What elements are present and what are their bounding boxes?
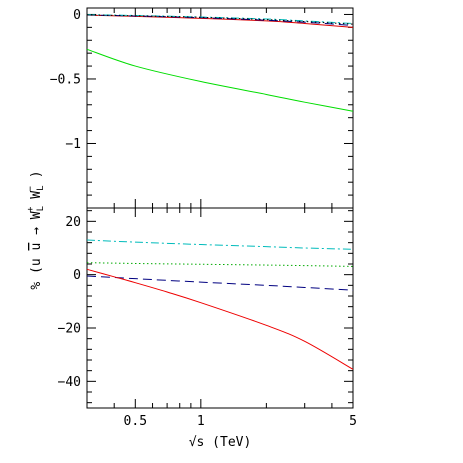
x-tick-label: 1 [197, 414, 205, 429]
x-tick-label: 5 [349, 414, 357, 429]
top-panel: 0 −0.5 −1 [50, 7, 354, 209]
y-axis-label: % (u u → WL+ WL− ) [26, 170, 46, 289]
bottom-panel-frame [86, 207, 354, 409]
top-y-tick-label: −1 [65, 137, 81, 152]
bottom-series-line-3 [86, 275, 354, 291]
bottom-panel: 20 0 −20 −40 0.5 1 5 [58, 207, 357, 429]
bottom-panel-series [86, 239, 354, 370]
top-panel-frame [86, 7, 354, 209]
bottom-panel-ticks [86, 208, 354, 408]
top-series-line-1 [86, 48, 354, 112]
bottom-y-tick-label: 20 [65, 215, 81, 230]
bottom-y-tick-label: 0 [73, 268, 81, 283]
top-panel-series [86, 14, 354, 112]
bottom-y-tick-label: −40 [58, 375, 81, 390]
bottom-series-line-4 [86, 268, 354, 370]
bottom-series-line-2 [86, 262, 354, 267]
bottom-panel-y-tick-labels: 20 0 −20 −40 [58, 215, 81, 390]
x-tick-labels: 0.5 1 5 [124, 414, 357, 429]
top-series-line-3 [86, 14, 354, 26]
x-axis-label: √s (TeV) [189, 435, 252, 450]
bottom-series-line-1 [86, 239, 354, 250]
top-series-line-5 [86, 14, 354, 25]
top-y-tick-label: 0 [73, 8, 81, 23]
y-axis-label-ubar: u [29, 243, 44, 251]
bottom-y-tick-label: −20 [58, 322, 81, 337]
top-panel-y-tick-labels: 0 −0.5 −1 [50, 8, 81, 152]
top-y-tick-label: −0.5 [50, 72, 81, 87]
x-tick-label: 0.5 [124, 414, 147, 429]
top-panel-ticks [86, 8, 354, 209]
